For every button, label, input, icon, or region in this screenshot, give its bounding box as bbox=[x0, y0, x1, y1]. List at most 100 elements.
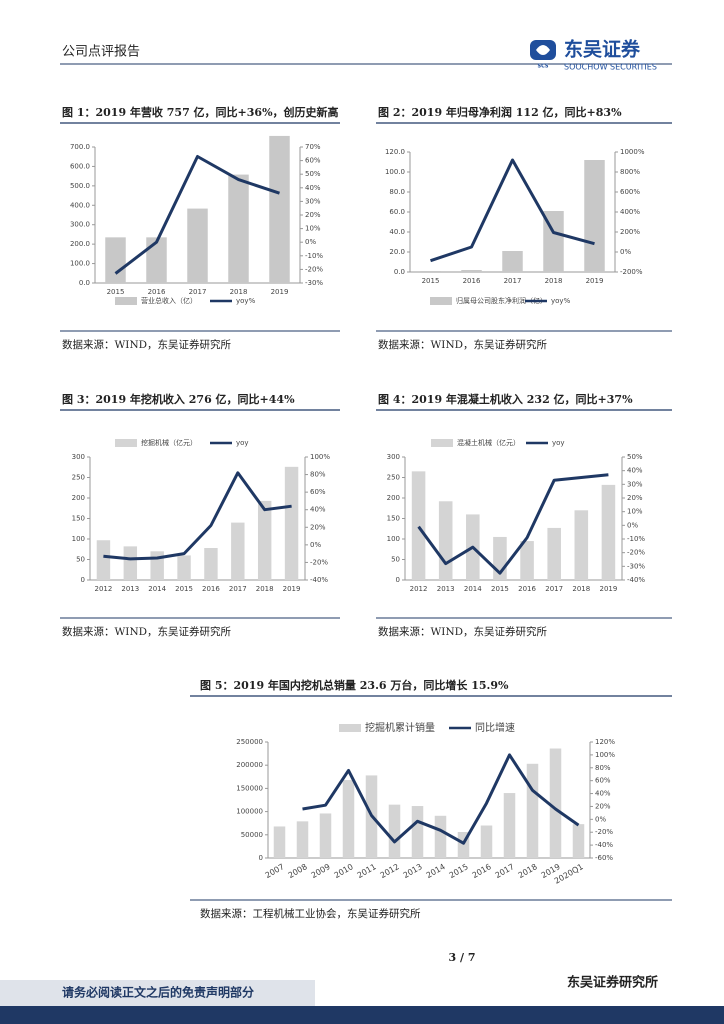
y2-tick-label: -30% bbox=[305, 279, 323, 287]
bar bbox=[204, 548, 218, 580]
legend-label: yoy% bbox=[551, 297, 571, 305]
y-tick-label: 600.0 bbox=[70, 162, 90, 170]
y-tick-label: 300 bbox=[387, 453, 400, 461]
y-tick-label: 0 bbox=[259, 854, 263, 862]
figure-source: 数据来源：工程机械工业协会，东吴证券研究所 bbox=[200, 907, 421, 920]
y-tick-label: 50 bbox=[391, 556, 400, 564]
bar bbox=[273, 826, 286, 858]
figure-source: 数据来源：WIND，东吴证券研究所 bbox=[378, 625, 548, 638]
bar bbox=[388, 804, 401, 858]
y2-tick-label: 0% bbox=[595, 815, 606, 823]
y2-tick-label: 40% bbox=[305, 184, 321, 192]
figure: 图 2：2019 年归母净利润 112 亿，同比+83% 数据来源：WIND，东吴… bbox=[376, 105, 672, 351]
bar bbox=[269, 135, 290, 283]
footer-company: 东吴证券研究所 bbox=[567, 975, 658, 991]
x-tick-label: 2009 bbox=[310, 862, 332, 880]
bar bbox=[123, 546, 138, 580]
x-tick-label: 2018 bbox=[517, 862, 539, 880]
figure: 图 3：2019 年挖机收入 276 亿，同比+44% 数据来源：WIND，东吴证… bbox=[60, 392, 340, 638]
bar bbox=[584, 160, 605, 272]
y-tick-label: 150000 bbox=[236, 784, 263, 792]
y-tick-label: 700.0 bbox=[70, 143, 90, 151]
y2-tick-label: -10% bbox=[305, 252, 323, 260]
y-tick-label: 250000 bbox=[236, 738, 263, 746]
y-tick-label: 120.0 bbox=[385, 148, 405, 156]
x-tick-label: 2017 bbox=[545, 585, 563, 593]
y-tick-label: 0.0 bbox=[79, 279, 90, 287]
y-tick-label: 50000 bbox=[241, 831, 263, 839]
y-tick-label: 300.0 bbox=[70, 221, 90, 229]
y2-tick-label: -20% bbox=[305, 265, 323, 273]
bar bbox=[105, 237, 126, 283]
bar bbox=[231, 522, 245, 580]
y-tick-label: 0 bbox=[396, 576, 400, 584]
x-tick-label: 2016 bbox=[518, 585, 536, 593]
bar bbox=[296, 821, 309, 858]
x-tick-label: 2018 bbox=[256, 585, 274, 593]
y2-tick-label: 50% bbox=[305, 170, 321, 178]
legend-label: yoy bbox=[552, 439, 565, 447]
figure: 图 5：2019 年国内挖机总销量 23.6 万台，同比增长 15.9% 数据来源… bbox=[190, 678, 672, 920]
y2-tick-label: 50% bbox=[627, 453, 643, 461]
y2-tick-label: 1000% bbox=[620, 148, 645, 156]
bar bbox=[574, 510, 589, 580]
x-tick-label: 2017 bbox=[504, 277, 522, 285]
legend-label: 营业总收入（亿） bbox=[141, 296, 197, 305]
y-tick-label: 100.0 bbox=[385, 168, 405, 176]
x-tick-label: 2019 bbox=[600, 585, 618, 593]
x-tick-label: 2018 bbox=[545, 277, 563, 285]
figure-source: 数据来源：WIND，东吴证券研究所 bbox=[62, 625, 232, 638]
y-tick-label: 40.0 bbox=[389, 228, 405, 236]
y-tick-label: 100 bbox=[72, 535, 85, 543]
line bbox=[302, 753, 580, 845]
x-tick-label: 2017 bbox=[189, 288, 207, 296]
y-tick-label: 400.0 bbox=[70, 201, 90, 209]
bar bbox=[502, 251, 523, 272]
figure: 图 4：2019 年混凝土机收入 232 亿，同比+37% 数据来源：WIND，东… bbox=[376, 392, 672, 638]
x-tick-label: 2007 bbox=[264, 862, 286, 880]
y2-tick-label: 100% bbox=[310, 453, 330, 461]
x-tick-label: 2016 bbox=[202, 585, 220, 593]
bar bbox=[319, 813, 332, 858]
y2-tick-label: 0% bbox=[310, 541, 321, 549]
x-tick-label: 2016 bbox=[471, 862, 493, 880]
figure-title: 图 5：2019 年国内挖机总销量 23.6 万台，同比增长 15.9% bbox=[200, 678, 509, 692]
legend-swatch bbox=[431, 439, 453, 447]
legend-label: 挖掘机累计销量 bbox=[365, 721, 435, 734]
x-tick-label: 2013 bbox=[437, 585, 455, 593]
y2-tick-label: -40% bbox=[595, 841, 613, 849]
line bbox=[417, 473, 609, 575]
figure-title: 图 4：2019 年混凝土机收入 232 亿，同比+37% bbox=[378, 392, 633, 406]
bar bbox=[547, 527, 561, 580]
y-tick-label: 250 bbox=[387, 474, 400, 482]
y-tick-label: 0 bbox=[81, 576, 85, 584]
bar bbox=[177, 555, 191, 580]
bar bbox=[572, 824, 585, 858]
bar bbox=[520, 541, 534, 580]
legend-label: yoy% bbox=[236, 297, 256, 305]
x-tick-label: 2010 bbox=[333, 862, 355, 880]
x-tick-label: 2012 bbox=[95, 585, 113, 593]
logo: SCS 东吴证券 SOOCHOW SECURITIES bbox=[530, 38, 657, 72]
logo-en: SOOCHOW SECURITIES bbox=[564, 63, 657, 72]
bar bbox=[434, 815, 447, 858]
x-tick-label: 2015 bbox=[491, 585, 509, 593]
y2-tick-label: 80% bbox=[310, 471, 326, 479]
bar bbox=[457, 832, 470, 858]
y2-tick-label: 20% bbox=[310, 523, 326, 531]
legend-label: 混凝土机械（亿元） bbox=[457, 438, 520, 447]
y2-tick-label: 600% bbox=[620, 188, 640, 196]
figure-source: 数据来源：WIND，东吴证券研究所 bbox=[378, 338, 548, 351]
legend-label: 归属母公司股东净利润（亿） bbox=[456, 296, 547, 305]
bar bbox=[150, 551, 164, 580]
y2-tick-label: 0% bbox=[305, 238, 316, 246]
y-tick-label: 200.0 bbox=[70, 240, 90, 248]
y2-tick-label: -20% bbox=[310, 558, 328, 566]
y2-tick-label: 60% bbox=[310, 488, 326, 496]
figure-source: 数据来源：WIND，东吴证券研究所 bbox=[62, 338, 232, 351]
x-tick-label: 2015 bbox=[175, 585, 193, 593]
bar bbox=[284, 466, 299, 580]
y2-tick-label: 0% bbox=[620, 248, 631, 256]
y2-tick-label: 40% bbox=[627, 467, 643, 475]
